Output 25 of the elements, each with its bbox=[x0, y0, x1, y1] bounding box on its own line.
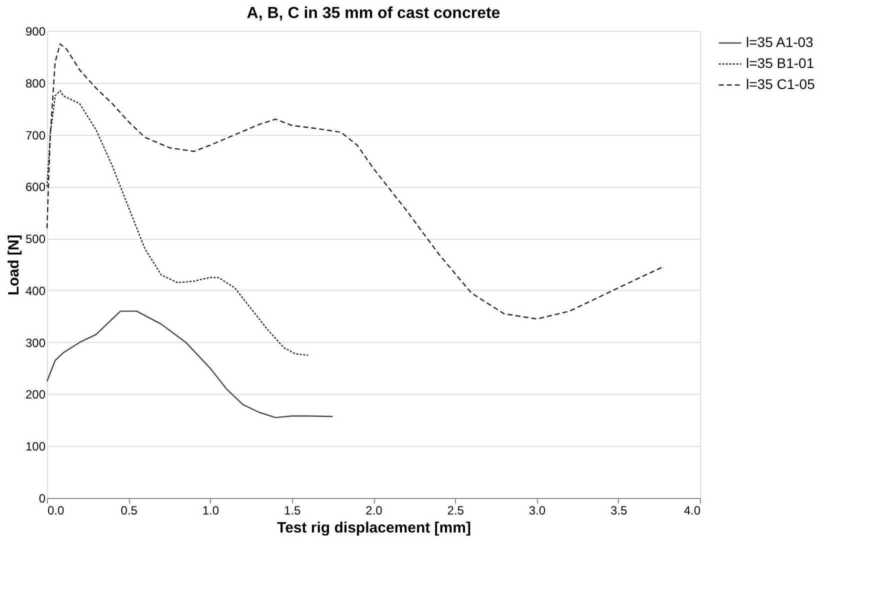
y-tick-label: 0 bbox=[38, 492, 46, 506]
x-axis-title: Test rig displacement [mm] bbox=[277, 520, 471, 536]
y-tick-label: 700 bbox=[25, 128, 46, 142]
x-tick-label: 0.0 bbox=[48, 504, 65, 518]
x-tick-label: 4.0 bbox=[684, 504, 701, 518]
y-tick-label: 100 bbox=[25, 440, 46, 454]
x-tick-label: 1.0 bbox=[202, 504, 220, 518]
y-tick-label: 800 bbox=[25, 76, 46, 90]
legend-label: l=35 B1-01 bbox=[746, 55, 814, 71]
x-tick-label: 0.5 bbox=[120, 504, 138, 518]
x-tick-label: 3.5 bbox=[610, 504, 628, 518]
x-tick-label: 3.0 bbox=[528, 504, 546, 518]
x-tick-label: 1.5 bbox=[284, 504, 302, 518]
y-tick-label: 900 bbox=[25, 24, 46, 38]
legend-label: l=35 A1-03 bbox=[746, 34, 814, 50]
y-tick-label: 600 bbox=[25, 180, 46, 194]
x-tick-label: 2.5 bbox=[447, 504, 464, 518]
chart-title: A, B, C in 35 mm of cast concrete bbox=[246, 5, 500, 22]
y-tick-label: 300 bbox=[25, 336, 46, 350]
legend-label: l=35 C1-05 bbox=[746, 76, 816, 92]
y-tick-label: 200 bbox=[25, 388, 46, 402]
y-tick-label: 400 bbox=[25, 284, 46, 298]
y-axis-title: Load [N] bbox=[5, 234, 22, 296]
x-tick-label: 2.0 bbox=[366, 504, 383, 518]
y-tick-label: 500 bbox=[25, 232, 46, 246]
